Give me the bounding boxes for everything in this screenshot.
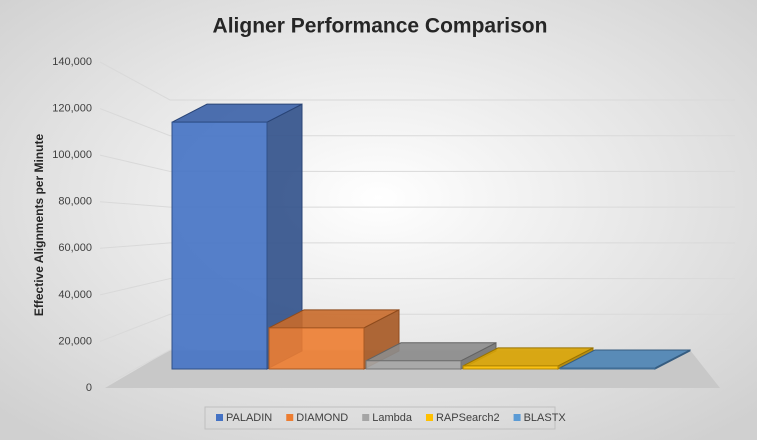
y-tick-label: 140,000 <box>52 56 92 68</box>
y-tick-label: 20,000 <box>58 335 92 347</box>
grid-line <box>99 278 735 296</box>
legend-box <box>204 406 556 430</box>
legend-label: PALADIN <box>226 412 272 424</box>
legend-label: RAPSearch2 <box>436 412 500 424</box>
y-tick-label: 0 <box>86 382 92 394</box>
chart-title: Aligner Performance Comparison <box>213 15 548 38</box>
legend-swatch <box>362 414 370 421</box>
bar <box>462 365 559 370</box>
y-tick-label: 60,000 <box>58 242 92 254</box>
y-tick-label: 40,000 <box>58 289 92 301</box>
grid-line <box>99 61 735 101</box>
legend-label: BLASTX <box>524 412 567 424</box>
grid-line <box>99 242 735 249</box>
y-tick-label: 80,000 <box>58 196 92 208</box>
grid-line <box>99 154 735 172</box>
legend-swatch <box>216 414 223 421</box>
grid-line <box>99 108 735 137</box>
y-tick-label: 100,000 <box>52 149 92 161</box>
bar <box>268 327 365 370</box>
y-axis-label: Effective Alignments per Minute <box>32 134 46 317</box>
grid-line <box>99 313 735 342</box>
legend-label: Lambda <box>372 412 413 424</box>
grid-line <box>99 201 735 208</box>
y-tick-label: 120,000 <box>52 102 92 114</box>
legend-label: DIAMOND <box>296 412 348 424</box>
bar <box>365 360 462 370</box>
legend-swatch <box>286 414 294 421</box>
bar <box>171 121 268 370</box>
bar <box>559 367 656 370</box>
legend-swatch <box>425 414 433 421</box>
legend-swatch <box>513 414 521 421</box>
